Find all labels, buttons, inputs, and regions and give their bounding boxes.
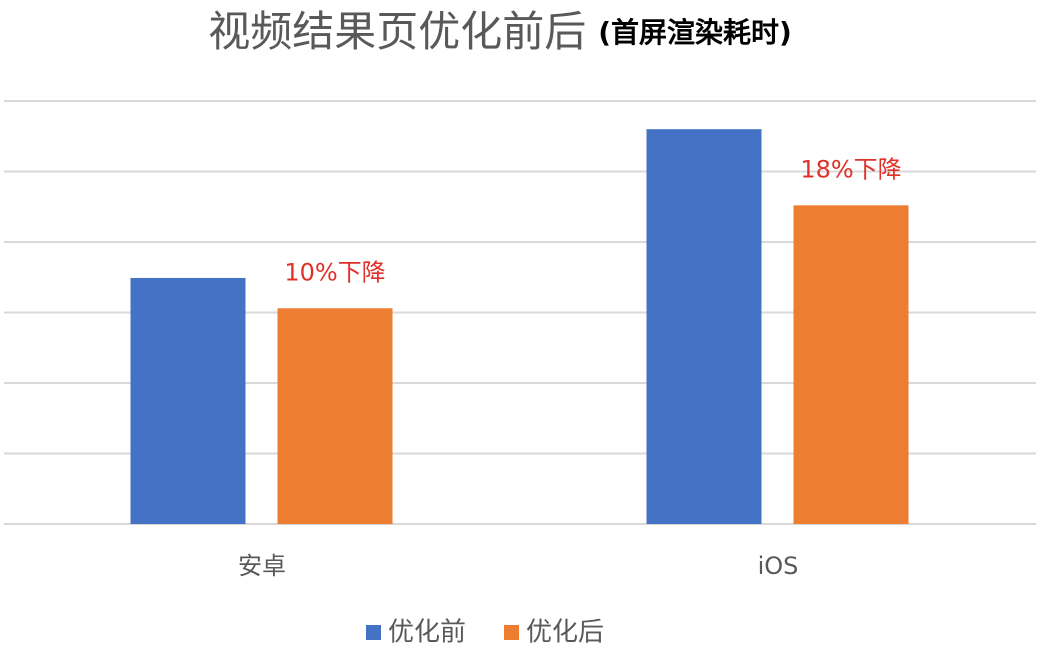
bar <box>646 129 762 524</box>
x-tick-label: iOS <box>758 552 799 580</box>
chart-title: 视频结果页优化前后 <box>208 7 586 56</box>
legend-swatch <box>366 625 381 640</box>
legend-swatch <box>504 625 519 640</box>
bar <box>793 205 909 524</box>
annotation: 18%下降 <box>800 155 901 183</box>
x-tick-label: 安卓 <box>238 552 286 580</box>
legend-label: 优化前 <box>388 618 466 648</box>
bar <box>277 308 393 524</box>
chart-subtitle: (首屏渲染耗时) <box>598 16 792 49</box>
annotation: 10%下降 <box>284 258 385 286</box>
bar <box>130 277 246 524</box>
chart-title-group: 视频结果页优化前后 (首屏渲染耗时) <box>208 7 792 56</box>
legend-label: 优化后 <box>526 618 604 648</box>
